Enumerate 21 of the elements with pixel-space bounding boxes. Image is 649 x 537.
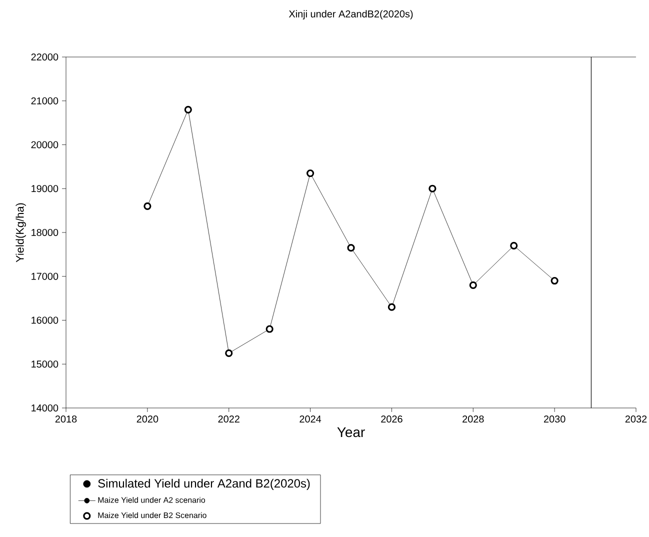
x-tick-label: 2022: [218, 416, 240, 423]
x-tick-label: 2030: [544, 416, 566, 423]
legend-title: Simulated Yield under A2and B2(2020s): [98, 478, 310, 490]
y-tick-label: 14000: [32, 404, 58, 412]
x-tick-label: 2020: [136, 416, 158, 423]
x-axis-title: Year: [337, 427, 365, 438]
x-tick-label: 2028: [462, 416, 484, 423]
y-tick-label: 17000: [32, 272, 58, 280]
y-tick-label: 16000: [32, 316, 58, 324]
y-tick-label: 18000: [32, 228, 58, 236]
y-tick-label: 20000: [31, 141, 58, 148]
y-tick-label: 21000: [31, 97, 58, 104]
y-tick-label: 19000: [32, 185, 58, 192]
x-tick-label: 2024: [300, 416, 322, 423]
y-tick-label: 22000: [31, 53, 58, 61]
y-tick-label: 15000: [32, 360, 58, 368]
x-tick-label: 2018: [55, 416, 77, 423]
x-tick-label: 2026: [381, 416, 402, 423]
chart-title: Xinji under A2andB2(2020s): [288, 10, 413, 20]
y-axis-title: Yield(Kg/ha): [16, 203, 26, 262]
x-tick-label: 2032: [625, 416, 647, 423]
